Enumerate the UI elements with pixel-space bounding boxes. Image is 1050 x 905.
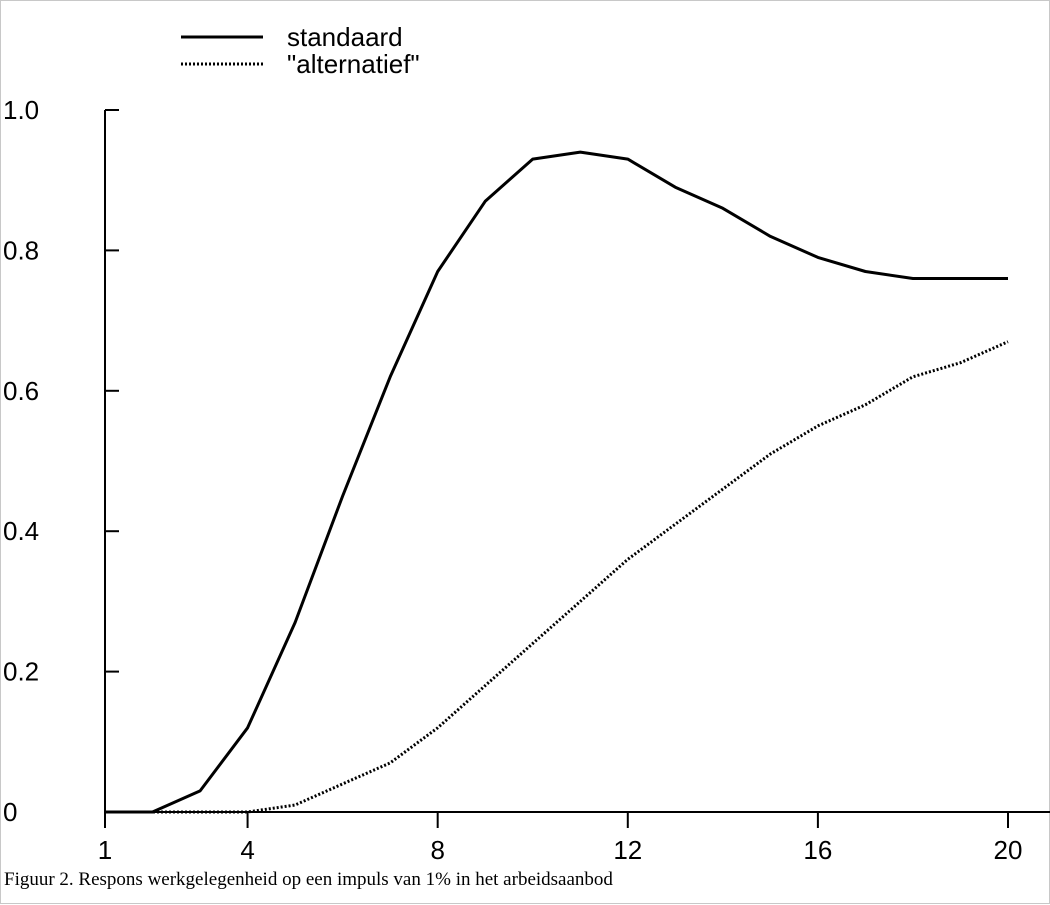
y-tick-label: 0.6 <box>3 376 39 406</box>
legend-label: standaard <box>287 22 403 52</box>
x-tick-label: 8 <box>430 835 444 865</box>
x-tick-label: 1 <box>98 835 112 865</box>
x-tick-label: 12 <box>613 835 642 865</box>
series-group <box>105 150 1009 814</box>
x-tick-label: 4 <box>240 835 254 865</box>
x-tick-label: 20 <box>994 835 1023 865</box>
y-tick-label: 0.8 <box>3 235 39 265</box>
y-tick-label: 0.4 <box>3 516 39 546</box>
y-tick-label: 0.2 <box>3 657 39 687</box>
x-tick-label: 16 <box>803 835 832 865</box>
y-tick-label: 0 <box>3 797 17 827</box>
series-line-2 <box>105 340 1009 814</box>
series-line-1 <box>105 150 1008 814</box>
legend-label: "alternatief" <box>287 49 420 79</box>
figure-caption: Figuur 2. Respons werkgelegenheid op een… <box>4 869 613 890</box>
legend: standaard"alternatief" <box>181 22 420 79</box>
y-tick-label: 1.0 <box>3 95 39 125</box>
axes: 0 0.2 0.4 0.6 0.8 1.0 1 4 8 12 16 20 <box>3 95 1050 865</box>
